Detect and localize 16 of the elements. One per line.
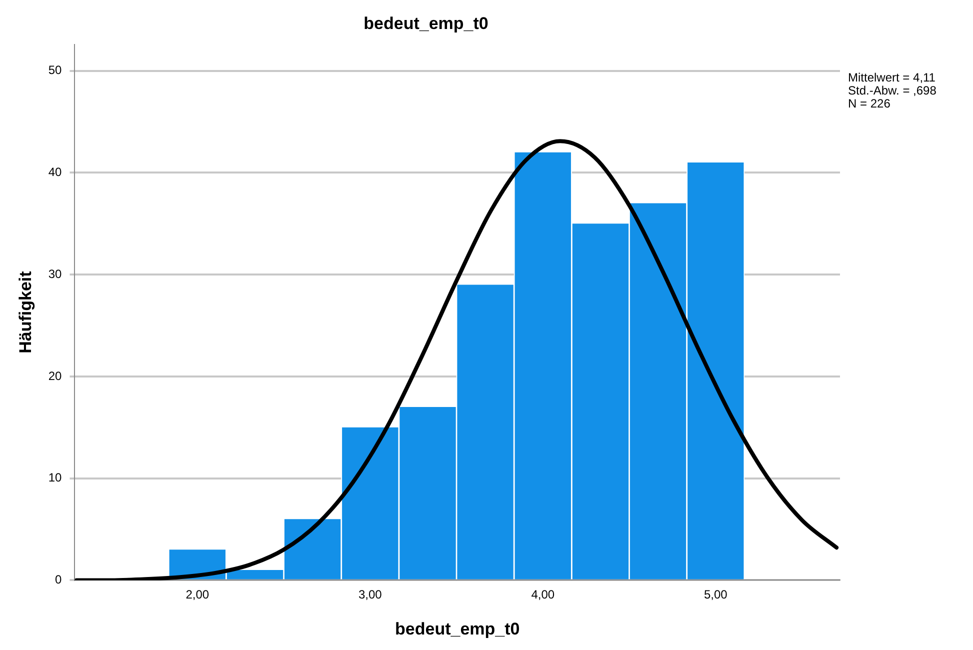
x-axis-title: bedeut_emp_t0 (395, 619, 520, 638)
y-tick-label: 0 (55, 572, 62, 587)
y-tick-label: 20 (48, 368, 62, 383)
x-tick-label: 3,00 (358, 588, 382, 602)
y-axis-title: Häufigkeit (16, 270, 35, 354)
y-tick-label: 10 (48, 470, 62, 485)
y-tick-label: 50 (48, 63, 62, 78)
chart-title: bedeut_emp_t0 (364, 14, 488, 33)
text: N = 226 (848, 96, 891, 111)
x-tick-label: 4,00 (531, 588, 555, 602)
text: Std.-Abw. = ,698 (848, 84, 937, 98)
x-tick-label: 2,00 (186, 588, 210, 602)
x-tick-label: 5,00 (704, 588, 728, 602)
text: Mittelwert = 4,11 (848, 70, 936, 85)
y-tick-label: 30 (48, 266, 62, 281)
y-tick-label: 40 (48, 165, 62, 180)
